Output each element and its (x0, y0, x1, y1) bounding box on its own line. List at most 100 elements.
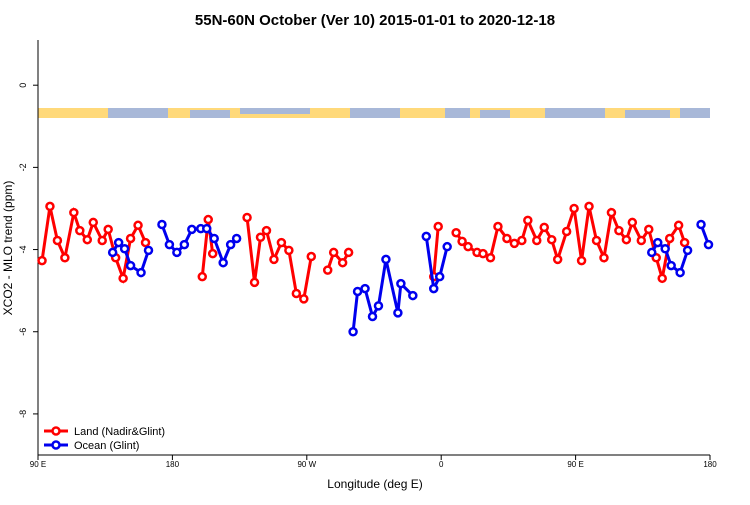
x-tick-label: 0 (439, 460, 444, 469)
series-point (140, 237, 151, 248)
series-point (703, 239, 714, 250)
series-point (284, 245, 294, 256)
series-point (591, 235, 602, 246)
series-point (561, 226, 572, 237)
series-point (502, 233, 512, 244)
series-point (37, 255, 47, 266)
series-point (636, 235, 647, 246)
series-point (113, 237, 124, 248)
series-point (187, 224, 197, 235)
series-point (231, 233, 242, 244)
x-axis-label: Longitude (deg E) (327, 477, 422, 491)
series-point (337, 257, 348, 268)
series-point (599, 253, 609, 263)
series-point (143, 245, 154, 256)
series-point (428, 283, 439, 294)
series-point (660, 243, 670, 254)
series-point (69, 207, 79, 218)
series-point (107, 247, 118, 258)
legend-label: Land (Nadir&Glint) (74, 426, 165, 438)
series-point (539, 222, 549, 233)
series-point (675, 267, 685, 278)
series-point (396, 278, 406, 289)
series-point (457, 236, 467, 247)
series-point (463, 241, 473, 252)
series-point (136, 267, 146, 278)
series-point (523, 215, 533, 226)
series-point (299, 294, 309, 304)
chart-title: 55N-60N October (Ver 10) 2015-01-01 to 2… (195, 12, 555, 29)
series-point (249, 277, 260, 288)
y-tick-label: -4 (18, 246, 28, 254)
series-point (306, 251, 317, 262)
series-line (351, 259, 414, 332)
series-point (118, 273, 128, 284)
series-point (269, 254, 279, 265)
series-line (454, 206, 687, 279)
series-point (133, 220, 143, 231)
series-point (433, 221, 443, 232)
series-point (367, 311, 378, 322)
series-point (478, 248, 488, 259)
x-tick-label: 90 W (297, 460, 316, 469)
series-point (125, 233, 136, 244)
legend-marker (51, 440, 61, 450)
series-point (197, 271, 208, 282)
series-point (207, 248, 218, 259)
series-point (434, 271, 445, 282)
series-point (621, 234, 632, 245)
series-point (328, 247, 339, 258)
series-point (696, 219, 706, 230)
series-line (326, 249, 350, 271)
series-point (682, 245, 693, 256)
y-tick-label: -8 (18, 410, 28, 418)
series-point (381, 254, 391, 265)
series-point (393, 308, 403, 318)
series-point (360, 283, 370, 294)
series-point (493, 221, 503, 232)
series-point (666, 260, 676, 271)
series-point (125, 260, 136, 271)
series-point (242, 212, 252, 223)
series-point (88, 217, 99, 228)
x-tick-label: 90 E (567, 460, 583, 469)
series-point (679, 237, 690, 248)
series-point (201, 223, 212, 234)
series-point (255, 232, 266, 242)
series-point (647, 247, 657, 258)
series-point (606, 207, 617, 218)
series-line (245, 217, 313, 302)
series-point (673, 220, 684, 231)
series-point (584, 201, 594, 212)
x-tick-label: 180 (166, 460, 180, 469)
series-point (576, 255, 587, 266)
series-point (352, 286, 363, 297)
series-line (424, 236, 449, 294)
series-point (157, 219, 167, 230)
legend-label: Ocean (Glint) (74, 440, 139, 452)
series-point (664, 233, 675, 244)
series-point (218, 257, 228, 268)
series-point (569, 203, 579, 214)
map-strip (38, 108, 710, 118)
series-point (451, 227, 461, 238)
legend-marker (51, 426, 61, 436)
series-point (652, 237, 663, 248)
series-point (509, 238, 520, 249)
series-point (408, 290, 418, 301)
series-point (119, 243, 130, 254)
series-point (485, 253, 496, 263)
y-axis-label: XCO2 - MLO trend (ppm) (1, 181, 15, 316)
series-point (348, 326, 358, 337)
series-point (552, 254, 563, 265)
y-tick-label: -2 (18, 163, 28, 171)
series-point (261, 225, 272, 236)
series-point (52, 235, 63, 246)
series-point (442, 241, 452, 252)
series-point (209, 233, 219, 244)
series-point (164, 239, 175, 250)
series-point (276, 237, 287, 248)
series-point (373, 301, 384, 311)
series-point (322, 265, 333, 275)
